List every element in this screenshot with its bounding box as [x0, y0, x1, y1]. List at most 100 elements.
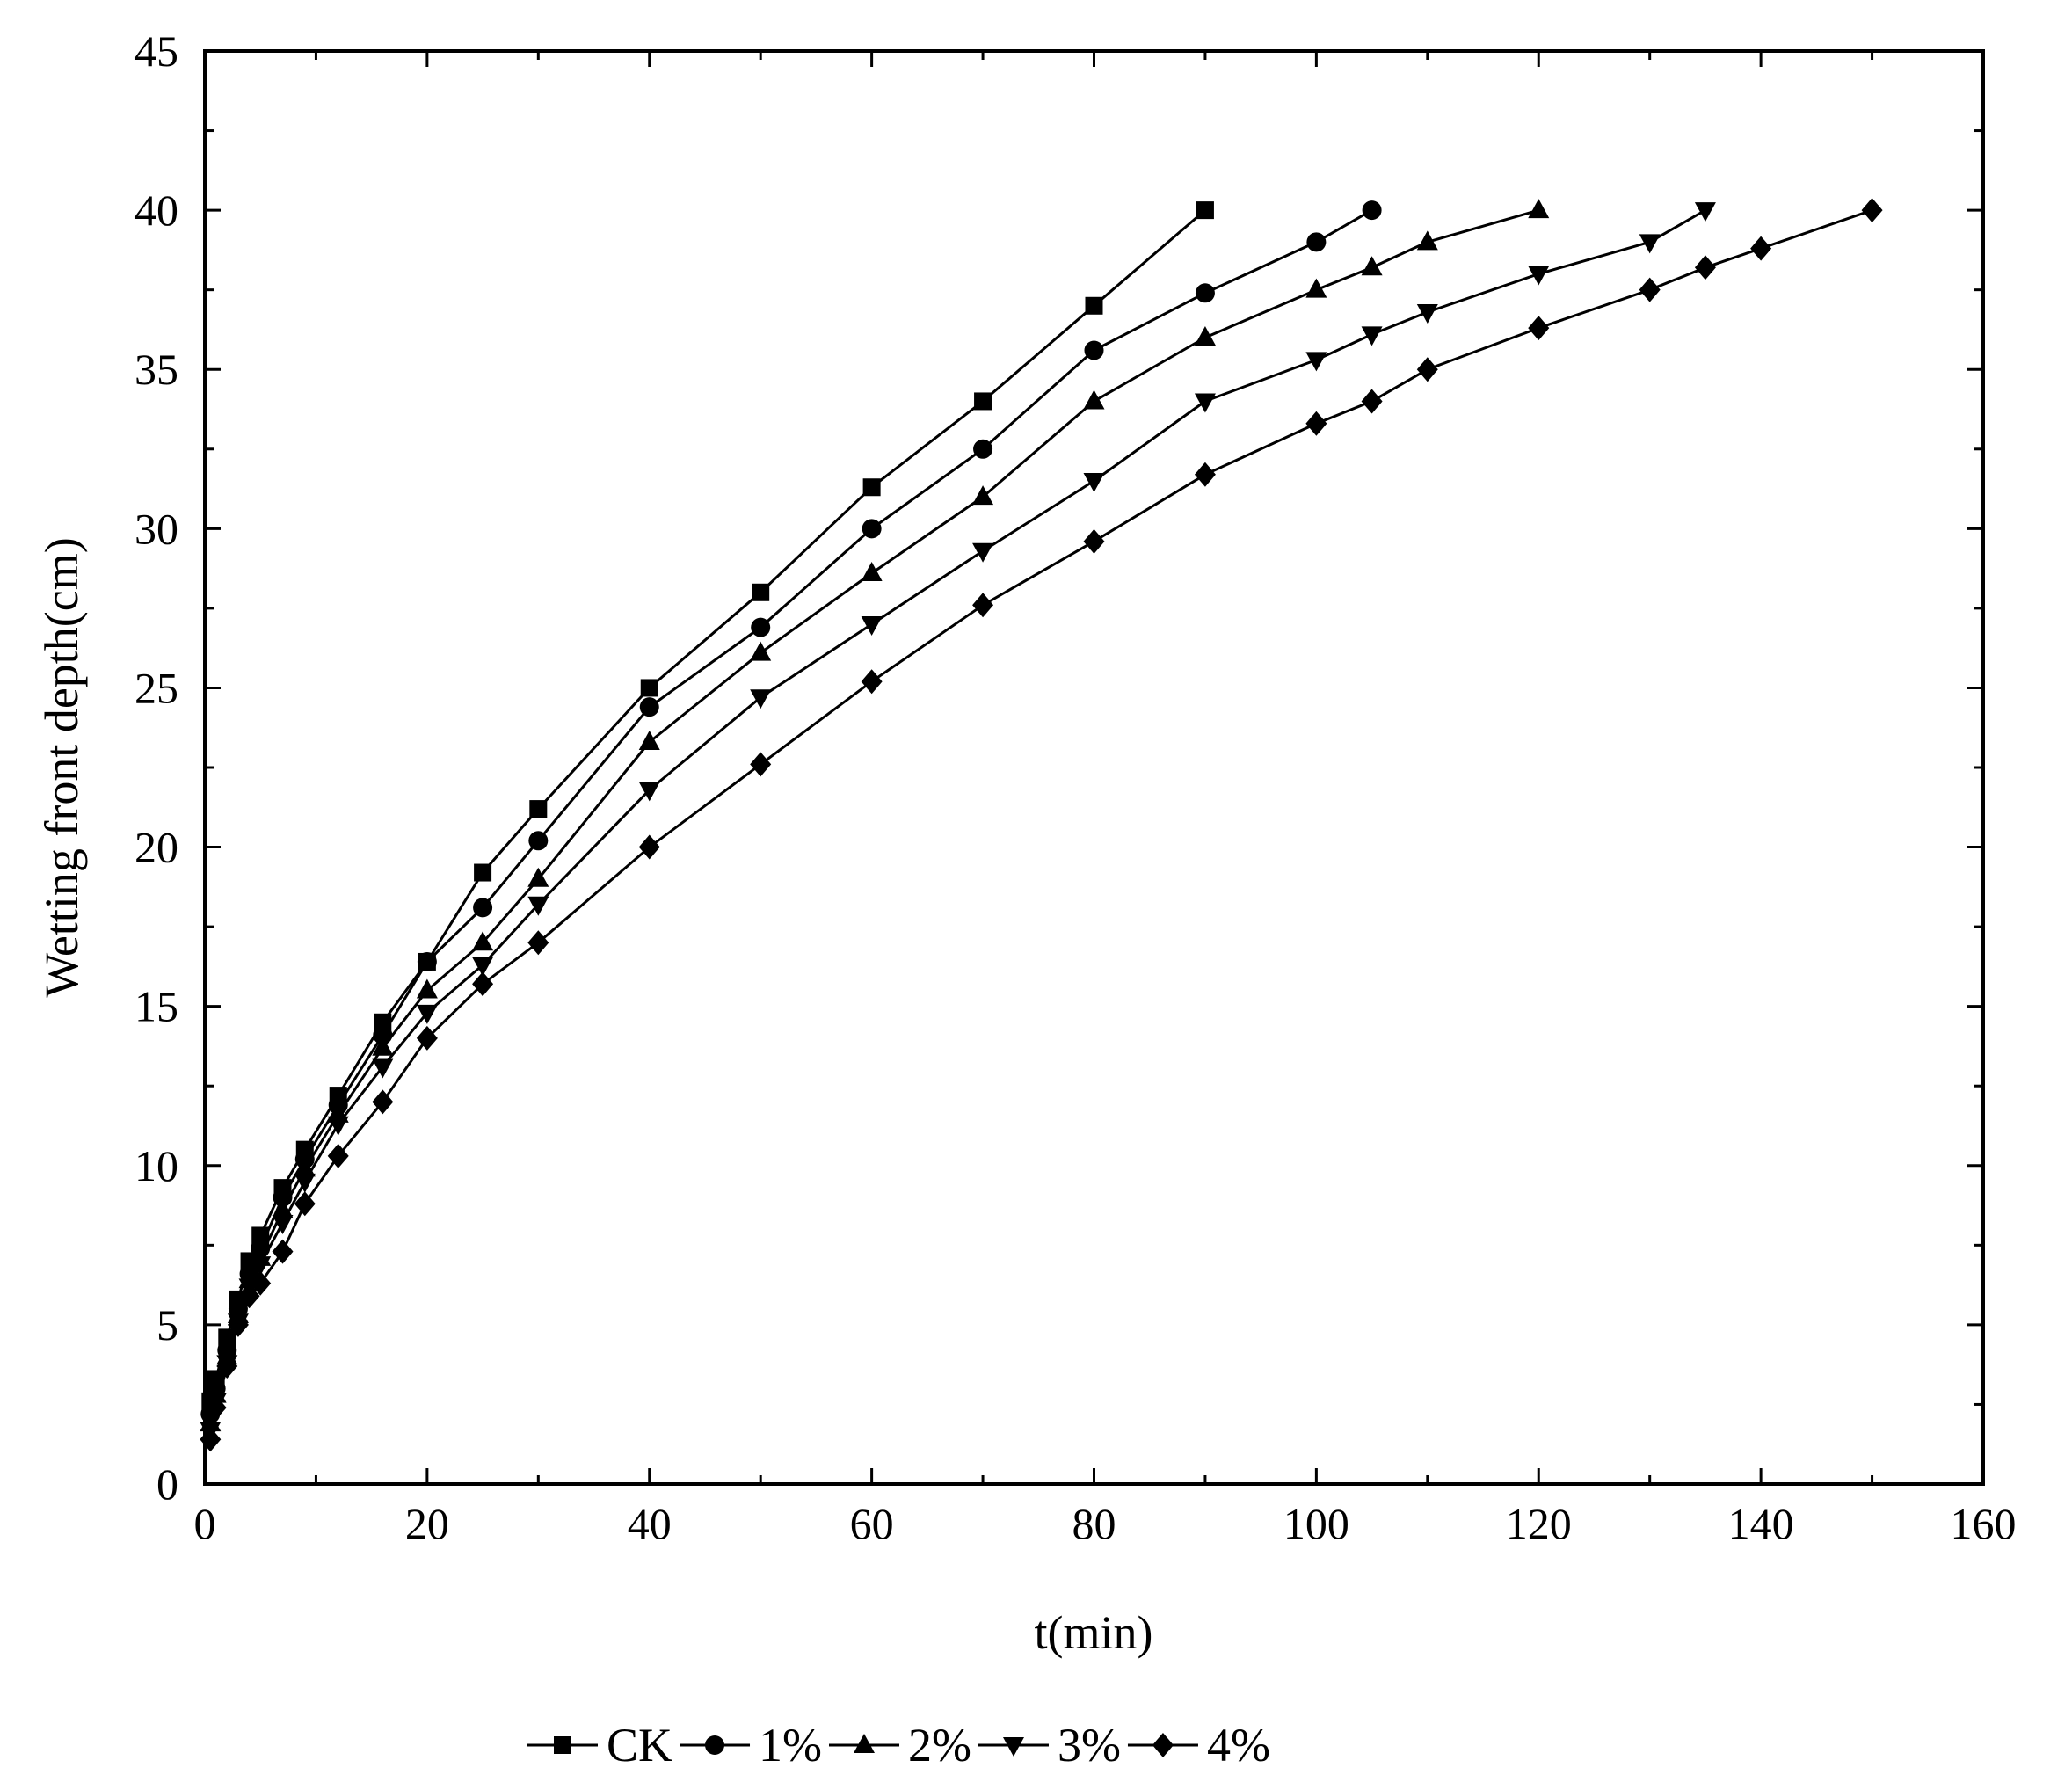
legend-item: CK — [527, 1719, 672, 1771]
x-axis-title: t(min) — [1035, 1606, 1153, 1659]
data-point — [200, 1427, 222, 1452]
data-point — [238, 1284, 260, 1309]
y-tick-label: 10 — [134, 1141, 178, 1190]
data-point — [1194, 462, 1216, 487]
data-point — [272, 1214, 294, 1234]
data-point — [1085, 296, 1103, 315]
y-tick-label: 15 — [134, 982, 178, 1031]
data-point — [372, 1036, 394, 1056]
y-tick-label: 45 — [134, 26, 178, 76]
x-tick-label: 0 — [194, 1499, 216, 1548]
x-tick-label: 120 — [1506, 1499, 1572, 1548]
x-tick-label: 20 — [405, 1499, 449, 1548]
y-tick-label: 25 — [134, 663, 178, 712]
legend-marker — [705, 1735, 725, 1755]
data-point — [529, 800, 548, 818]
data-point — [272, 1239, 294, 1264]
data-point — [972, 542, 994, 563]
data-point — [473, 898, 493, 918]
y-tick-label: 20 — [134, 823, 178, 872]
series-0 — [201, 201, 1214, 1410]
data-point — [1305, 411, 1327, 436]
data-point — [1083, 528, 1105, 554]
x-tick-label: 40 — [628, 1499, 672, 1548]
series-line — [208, 208, 1206, 1402]
data-point — [1083, 389, 1105, 410]
data-point — [751, 617, 771, 637]
data-point — [638, 834, 660, 860]
data-point — [527, 930, 549, 956]
data-point — [1416, 357, 1438, 382]
data-point — [750, 641, 772, 661]
data-point — [216, 1353, 238, 1379]
data-point — [862, 519, 882, 539]
data-point — [638, 731, 660, 751]
data-point — [1861, 198, 1883, 223]
data-point — [1194, 393, 1216, 413]
data-point — [527, 896, 549, 916]
legend-label: 3% — [1058, 1719, 1121, 1771]
series-1 — [200, 200, 1382, 1424]
data-point — [527, 867, 549, 887]
x-tick-label: 100 — [1283, 1499, 1349, 1548]
data-point — [1305, 278, 1327, 298]
series-line — [208, 208, 1706, 1430]
data-point — [1694, 202, 1716, 222]
data-point — [972, 485, 994, 506]
data-point — [973, 439, 993, 459]
data-point — [1416, 304, 1438, 324]
data-point — [1361, 389, 1383, 414]
series-line — [208, 208, 1539, 1424]
legend-marker — [1002, 1737, 1024, 1757]
data-point — [528, 831, 549, 851]
data-point — [1750, 236, 1772, 261]
data-point — [862, 478, 881, 497]
legend-item: 1% — [680, 1719, 822, 1771]
legend-label: 4% — [1207, 1719, 1270, 1771]
data-point — [1528, 266, 1550, 286]
y-axis-title: Wetting front depth(cm) — [35, 537, 88, 998]
series-line — [208, 208, 1373, 1415]
legend-marker — [854, 1734, 875, 1753]
series-2 — [200, 199, 1550, 1432]
data-point — [327, 1143, 349, 1168]
data-point — [472, 971, 494, 997]
data-point — [1528, 199, 1550, 219]
data-point — [250, 1270, 272, 1296]
y-tick-label: 35 — [134, 345, 178, 394]
legend: CK 1% 2% 3% 4% — [527, 1719, 1270, 1771]
data-point — [327, 1116, 349, 1136]
data-point — [861, 616, 883, 636]
data-point — [1416, 230, 1438, 251]
y-tick-label: 40 — [134, 186, 178, 235]
data-point — [1084, 340, 1104, 360]
data-point — [1196, 201, 1214, 220]
data-point — [227, 1312, 249, 1337]
data-point — [1305, 352, 1327, 372]
x-tick-label: 160 — [1951, 1499, 2017, 1548]
data-point — [750, 752, 772, 777]
legend-label: 1% — [759, 1719, 822, 1771]
data-point — [1694, 255, 1716, 280]
data-point — [640, 679, 658, 697]
data-point — [472, 957, 494, 977]
data-point — [472, 931, 494, 951]
data-point — [416, 1025, 438, 1051]
legend-label: CK — [607, 1719, 672, 1771]
data-point — [1639, 234, 1661, 254]
data-point — [1194, 326, 1216, 346]
x-tick-label: 80 — [1072, 1499, 1116, 1548]
data-point — [417, 951, 437, 971]
x-tick-label: 60 — [850, 1499, 894, 1548]
data-point — [750, 689, 772, 709]
data-point — [1195, 283, 1215, 303]
legend-label: 2% — [908, 1719, 971, 1771]
data-point — [1361, 256, 1383, 276]
series-line — [208, 208, 1873, 1440]
series-4 — [200, 198, 1883, 1452]
data-point — [752, 583, 770, 601]
data-point — [1639, 277, 1661, 302]
tick-marks — [203, 49, 1985, 1486]
data-point — [1083, 473, 1105, 492]
